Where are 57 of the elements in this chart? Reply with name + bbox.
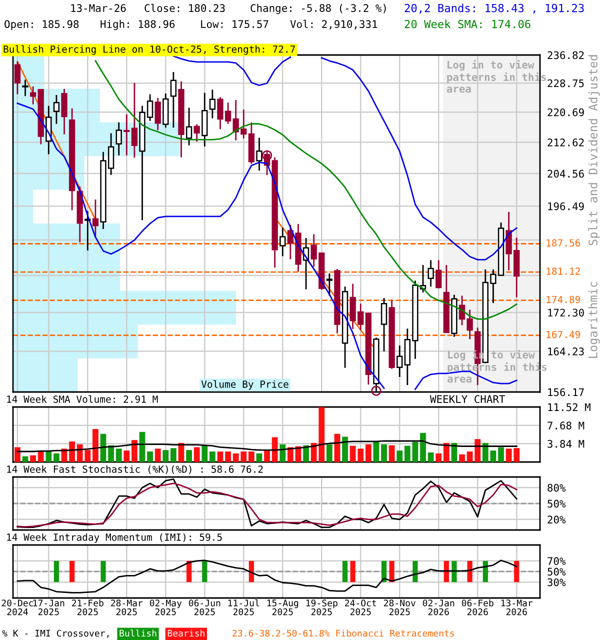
x-tick-label: 28-Nov 2025 — [384, 600, 416, 616]
text: Change: -5.88 (-3.2 %) — [250, 4, 386, 14]
text: Bearish — [168, 630, 204, 637]
x-tick-label: 17-Jan 2025 — [33, 600, 64, 616]
x-tick-label: 06-Feb 2026 — [462, 599, 494, 616]
y-axis-title: Split and Dividend Adjusted — [588, 55, 600, 246]
y-tick-label: 236.82 — [548, 51, 584, 60]
y-tick-label: 228.75 — [548, 79, 584, 88]
y-tick-label: 30% — [548, 578, 566, 586]
chart-title: 14 Week Intraday Momentum (IMI): 59.5 — [7, 533, 222, 543]
text: Vol: 2,910,331 — [290, 20, 378, 30]
text: 20 Week SMA: 174.06 — [404, 20, 530, 28]
x-tick-label: 20-Dec 2024 — [2, 600, 34, 616]
x-tick-label: 06-Jun 2025 — [188, 600, 220, 616]
x-tick-label: 13-Mar 2026 — [501, 600, 533, 616]
x-tick-label: 11-Jul 2025 — [228, 599, 260, 616]
x-tick-label: 24-Oct 2025 — [344, 600, 376, 616]
y-tick-label: 164.23 — [548, 348, 584, 356]
y-tick-label: 172.30 — [548, 308, 584, 317]
y-tick-label: 50% — [548, 568, 566, 576]
y-tick-label: 196.49 — [548, 202, 584, 210]
x-tick-label: 21-Feb 2025 — [72, 599, 104, 616]
text: Bullish — [120, 630, 156, 637]
text: Logarithmic — [588, 282, 600, 358]
chart-title: Bullish Piercing Line on 10-Oct-25, Strength: 72.7 — [4, 45, 295, 55]
x-tick-label: 02-Jan 2026 — [422, 600, 454, 616]
y-tick-label: 204.56 — [548, 170, 584, 178]
text: WEEKLY CHART — [430, 395, 506, 404]
y-tick-label: 156.17 — [548, 388, 584, 396]
x-tick-label: 02-May 2025 — [150, 600, 182, 616]
y-tick-label: 80% — [548, 484, 566, 492]
legend-title: % K - IMI Crossover, — [2, 630, 109, 638]
text: Close: 180.23 — [144, 4, 225, 12]
y-tick-label: 3.84 M — [548, 440, 584, 448]
text: 13-Mar-26 — [71, 4, 126, 12]
ref-line-label: 181.12 — [546, 268, 580, 275]
text: Low: 175.57 — [201, 20, 268, 28]
x-tick-label: 19-Sep 2025 — [306, 600, 338, 616]
y-tick-label: 11.52 M — [548, 403, 590, 412]
x-tick-label: 15-Aug 2025 — [267, 600, 298, 616]
y-tick-label: 70% — [548, 557, 566, 566]
text: High: 188.96 — [100, 20, 175, 30]
chart-title: 14 Week SMA Volume: 2.91 M — [7, 395, 158, 403]
y-tick-label: 212.62 — [548, 138, 584, 146]
y-tick-label: 220.69 — [548, 108, 584, 116]
text: Volume By Price — [201, 380, 288, 390]
x-tick-label: 28-Mar 2025 — [111, 600, 143, 616]
y-tick-label: 50% — [548, 500, 566, 508]
chart-title: 14 Week Fast Stochastic (%K)(%D) : 58.6 76.2 — [7, 465, 263, 474]
y-tick-label: 7.68 M — [548, 422, 584, 430]
ref-line-label: 187.56 — [546, 239, 580, 247]
text: 20,2 Bands: 158.43 , 191.23 — [404, 4, 584, 14]
text: 23.6-38.2-50-61.8% Fibonacci Retracements — [232, 630, 454, 637]
text: Open: 185.98 — [4, 20, 79, 30]
ref-line-label: 174.89 — [546, 296, 580, 304]
y-tick-label: 20% — [548, 516, 566, 524]
ref-line-label: 167.49 — [546, 330, 580, 338]
